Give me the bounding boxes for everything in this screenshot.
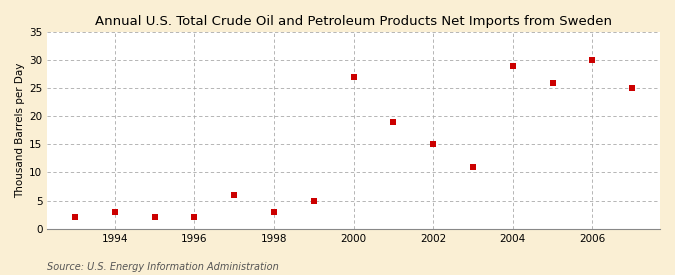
Point — [587, 58, 598, 62]
Point — [508, 64, 518, 68]
Point — [428, 142, 439, 147]
Point — [547, 80, 558, 85]
Point — [468, 165, 479, 169]
Point — [269, 210, 279, 214]
Point — [189, 215, 200, 220]
Point — [70, 215, 80, 220]
Point — [388, 120, 399, 124]
Point — [308, 198, 319, 203]
Point — [149, 215, 160, 220]
Point — [348, 75, 359, 79]
Point — [627, 86, 638, 90]
Point — [229, 193, 240, 197]
Title: Annual U.S. Total Crude Oil and Petroleum Products Net Imports from Sweden: Annual U.S. Total Crude Oil and Petroleu… — [95, 15, 612, 28]
Text: Source: U.S. Energy Information Administration: Source: U.S. Energy Information Administ… — [47, 262, 279, 272]
Point — [109, 210, 120, 214]
Y-axis label: Thousand Barrels per Day: Thousand Barrels per Day — [15, 63, 25, 198]
